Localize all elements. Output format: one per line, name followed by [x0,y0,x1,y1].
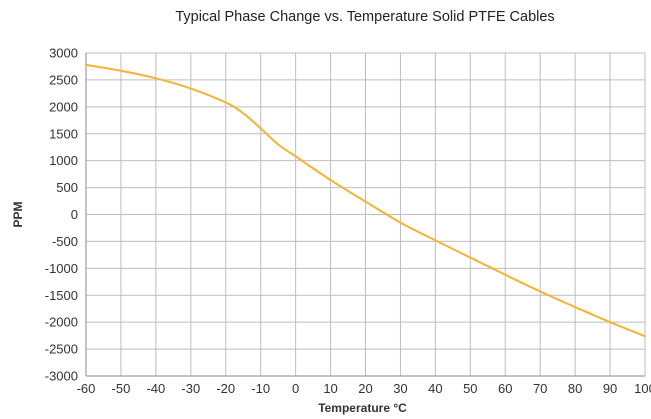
x-tick-label: 90 [603,381,617,396]
series-layer [85,63,646,338]
x-tick-label: -40 [146,381,165,396]
x-tick-label: 20 [358,381,372,396]
x-tick-label: 40 [428,381,442,396]
y-tick-label: -1500 [45,288,78,303]
x-tick-label: -50 [112,381,131,396]
y-tick-label: -500 [52,234,78,249]
x-axis-label: Temperature °C [318,401,407,415]
y-tick-labels: 3000 2500 2000 1500 1000 500 0 -500 -1000 -1500 -2… [45,46,78,384]
x-tick-label: 0 [292,381,299,396]
grid-lines [86,52,646,376]
y-axis-label: PPM [11,201,25,227]
axes [85,53,645,377]
x-tick-label: 10 [323,381,337,396]
y-tick-label: 500 [56,180,78,195]
chart-title: Typical Phase Change vs. Temperature Sol… [175,9,554,25]
x-tick-label: -60 [77,381,96,396]
y-tick-label: -1000 [45,261,78,276]
y-tick-label: 3000 [49,46,78,61]
series-line [85,63,646,338]
x-tick-label: 30 [393,381,407,396]
x-tick-label: -20 [216,381,235,396]
x-tick-labels: -60 -50 -40 -30 -20 -10 0 10 20 30 40 50 60 70 80 90 100 [77,381,651,396]
x-tick-label: 100 [634,381,651,396]
y-tick-label: -3000 [45,369,78,384]
x-tick-label: 70 [533,381,547,396]
y-tick-label: 1500 [49,126,78,141]
y-tick-label: 2500 [49,72,78,87]
x-tick-label: -30 [181,381,200,396]
x-tick-label: 60 [498,381,512,396]
y-tick-label: 1000 [49,153,78,168]
y-tick-label: 2000 [49,99,78,114]
x-tick-label: 80 [568,381,582,396]
y-tick-label: 0 [71,207,78,222]
x-tick-label: -10 [251,381,270,396]
y-tick-label: -2000 [45,315,78,330]
y-tick-label: -2500 [45,342,78,357]
x-tick-label: 50 [463,381,477,396]
